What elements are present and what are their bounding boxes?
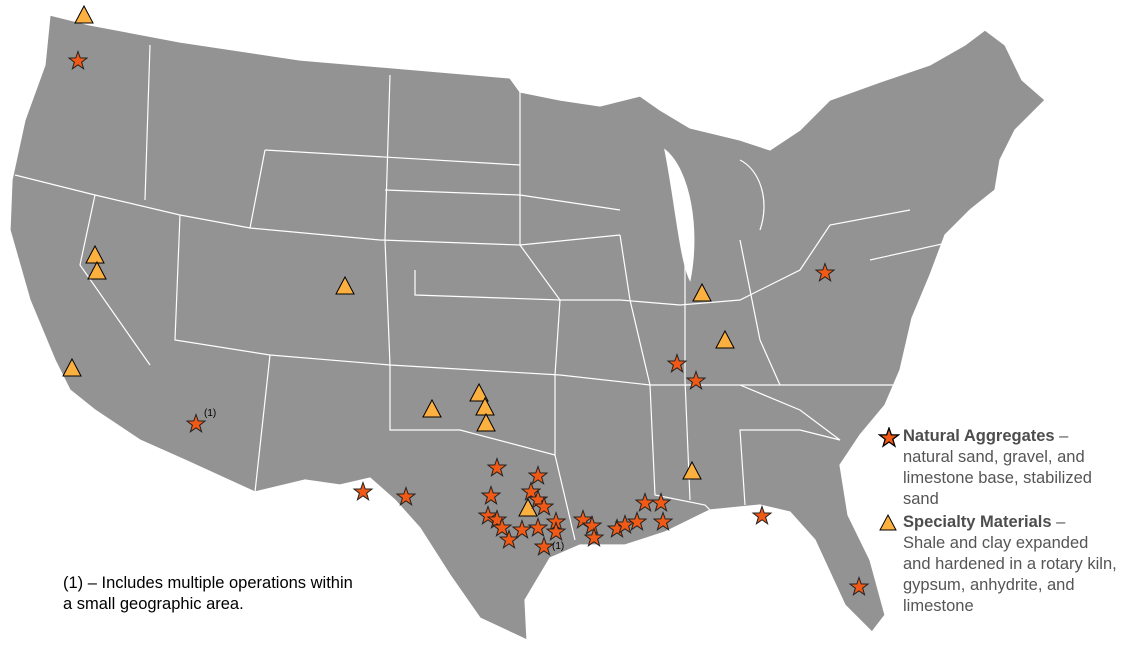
natural-aggregates-marker (511, 518, 533, 539)
legend: Natural Aggregates – natural sand, grave… (878, 426, 1118, 619)
footnote: (1) – Includes multiple operations withi… (63, 574, 353, 613)
specialty-materials-marker (335, 275, 355, 295)
natural-aggregates-marker (486, 456, 508, 477)
specialty-materials-marker (715, 329, 735, 349)
natural-aggregates-marker (581, 514, 603, 535)
legend-item-natural-aggregates: Natural Aggregates – natural sand, grave… (878, 426, 1118, 510)
natural-aggregates-marker (491, 516, 513, 537)
natural-aggregates-marker (626, 510, 648, 531)
legend-description: natural sand, gravel, and limestone base… (903, 448, 1092, 508)
legend-dash: – (1054, 427, 1069, 445)
specialty-materials-marker (476, 412, 496, 432)
natural-aggregates-marker (67, 49, 89, 70)
natural-aggregates-marker (498, 528, 520, 549)
natural-aggregates-marker (650, 491, 672, 512)
specialty-materials-marker (85, 244, 105, 264)
natural-aggregates-marker (520, 480, 542, 501)
footnote-marker-label: (1) (552, 541, 564, 552)
triangle-icon (879, 513, 897, 531)
natural-aggregates-marker (583, 526, 605, 547)
natural-aggregates-marker (666, 352, 688, 373)
specialty-materials-marker (62, 357, 82, 377)
specialty-materials-marker (469, 382, 489, 402)
natural-aggregates-marker (751, 504, 773, 525)
natural-aggregates-marker (533, 535, 555, 556)
natural-aggregates-marker (545, 520, 567, 541)
natural-aggregates-marker (652, 510, 674, 531)
natural-aggregates-marker (486, 508, 508, 529)
natural-aggregates-marker (685, 369, 707, 390)
natural-aggregates-marker (527, 516, 549, 537)
natural-aggregates-marker (572, 508, 594, 529)
legend-title: Specialty Materials (903, 513, 1052, 531)
legend-title: Natural Aggregates (903, 427, 1055, 445)
natural-aggregates-marker (533, 495, 555, 516)
specialty-materials-marker (682, 460, 702, 480)
natural-aggregates-marker (477, 504, 499, 525)
specialty-materials-marker (422, 398, 442, 418)
specialty-materials-marker (87, 260, 107, 280)
specialty-materials-marker (74, 4, 94, 24)
legend-description: Shale and clay expanded and hardened in … (903, 534, 1117, 615)
natural-aggregates-marker (848, 575, 870, 596)
legend-dash: – (1051, 513, 1066, 531)
natural-aggregates-marker (185, 412, 207, 433)
natural-aggregates-marker (395, 485, 417, 506)
star-icon (878, 427, 900, 448)
natural-aggregates-marker (352, 480, 374, 501)
natural-aggregates-marker (527, 464, 549, 485)
natural-aggregates-marker (814, 261, 836, 282)
footnote-marker-label: (1) (204, 408, 216, 419)
specialty-materials-marker (692, 282, 712, 302)
natural-aggregates-marker (480, 484, 502, 505)
legend-item-specialty-materials: Specialty Materials – Shale and clay exp… (878, 512, 1118, 617)
state-borders (14, 44, 1001, 541)
markers-layer: (1) (1) (62, 4, 870, 596)
